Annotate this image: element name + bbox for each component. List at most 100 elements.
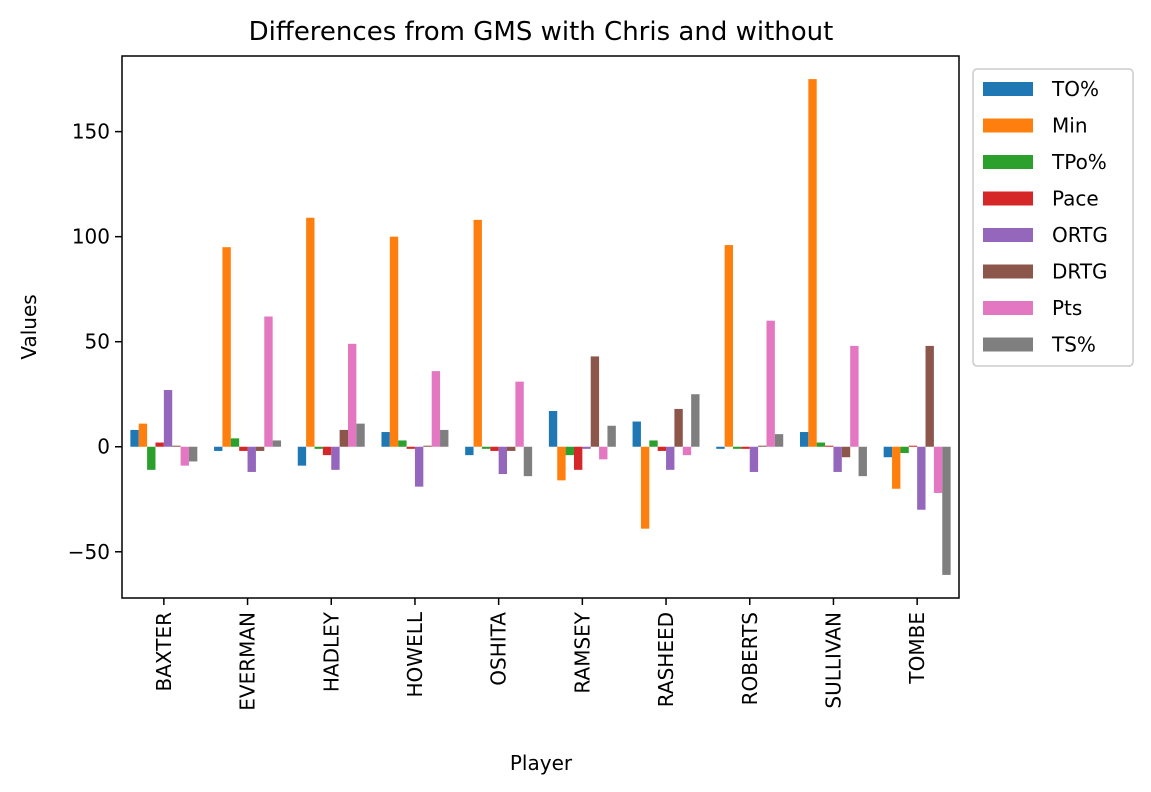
bar-to-pct-ramsey <box>548 411 558 447</box>
bar-ortg-sullivan <box>833 446 842 472</box>
legend-frame <box>972 68 1134 367</box>
bar-pts-sullivan <box>850 345 859 447</box>
x-tick-label-baxter: BAXTER <box>152 612 176 692</box>
bars-group <box>130 79 951 575</box>
bar-pts-roberts <box>766 320 775 447</box>
bar-drtg-oshita <box>507 446 516 451</box>
x-tick-label-ramsey: RAMSEY <box>570 611 594 693</box>
bar-drtg-howell <box>423 445 432 447</box>
bar-drtg-everman <box>255 446 265 451</box>
bar-min-oshita <box>473 219 482 447</box>
bar-pts-tombe <box>933 446 943 493</box>
bar-to-pct-howell <box>381 432 390 447</box>
bar-min-roberts <box>724 245 734 447</box>
bar-pace-tombe <box>908 445 918 447</box>
legend-swatch-min <box>983 118 1033 133</box>
bar-ts-pct-baxter <box>188 446 198 462</box>
bar-ortg-everman <box>247 446 256 472</box>
bar-ts-pct-sullivan <box>858 446 867 477</box>
bar-drtg-tombe <box>925 345 934 447</box>
bar-pace-roberts <box>741 446 750 449</box>
bar-ortg-oshita <box>498 446 508 475</box>
x-tick-label-everman: EVERMAN <box>236 612 260 711</box>
bar-to-pct-everman <box>214 446 223 451</box>
bar-drtg-hadley <box>339 429 348 447</box>
bar-min-howell <box>389 236 399 447</box>
bar-ts-pct-everman <box>272 440 282 447</box>
y-tick-label: 0 <box>97 435 110 459</box>
x-tick-label-sullivan: SULLIVAN <box>822 612 846 709</box>
bar-pts-rasheed <box>682 446 692 456</box>
bar-drtg-rasheed <box>674 408 683 447</box>
bar-min-ramsey <box>557 446 566 481</box>
bar-ts-pct-ramsey <box>607 425 616 447</box>
bar-tpo-pct-hadley <box>314 446 323 449</box>
bar-pts-ramsey <box>599 446 608 460</box>
legend-swatch-ts-pct <box>983 337 1033 352</box>
bar-ortg-ramsey <box>582 446 591 449</box>
bar-ortg-tombe <box>917 446 926 510</box>
bar-min-tombe <box>892 446 901 489</box>
plot-frame <box>121 55 960 599</box>
x-tick-label-hadley: HADLEY <box>319 611 343 692</box>
legend-label: TO% <box>1051 77 1099 101</box>
legend-label: Pts <box>1052 296 1082 320</box>
bar-ts-pct-howell <box>440 429 449 447</box>
legend-label: TPo% <box>1051 150 1107 174</box>
bar-tpo-pct-ramsey <box>565 446 574 456</box>
legend: TO% Min TPo% Pace ORTG DRTG Pts TS% <box>972 68 1134 367</box>
bar-tpo-pct-rasheed <box>649 440 658 447</box>
y-tick-label: 150 <box>72 120 110 144</box>
bar-to-pct-oshita <box>465 446 474 456</box>
bar-min-hadley <box>306 217 315 447</box>
bar-pts-oshita <box>515 381 524 447</box>
x-tick-label-roberts: ROBERTS <box>738 612 762 705</box>
legend-swatch-to-pct <box>983 82 1033 96</box>
legend-swatch-pts <box>983 301 1033 315</box>
bar-ortg-hadley <box>331 446 340 470</box>
bar-pace-baxter <box>155 442 164 447</box>
bar-pace-rasheed <box>657 446 667 451</box>
legend-swatch-pace <box>983 191 1033 206</box>
x-axis: BAXTER EVERMAN HADLEY HOWELL OSHITA RAMSEY RAS… <box>152 598 929 711</box>
x-axis-label: Player <box>510 751 573 775</box>
bar-pace-oshita <box>490 446 499 451</box>
bar-min-rasheed <box>640 446 650 529</box>
bar-pace-everman <box>239 446 248 451</box>
bar-drtg-ramsey <box>590 356 600 447</box>
bar-ortg-baxter <box>163 390 173 447</box>
bar-to-pct-hadley <box>297 446 307 466</box>
bar-drtg-roberts <box>758 445 767 447</box>
bar-ts-pct-tombe <box>942 446 951 575</box>
y-axis: −50 0 50 100 150 <box>68 120 122 564</box>
bar-ortg-rasheed <box>666 446 675 470</box>
bar-pace-sullivan <box>825 445 834 447</box>
legend-label: Pace <box>1052 187 1099 211</box>
y-tick-label: 50 <box>85 330 110 354</box>
legend-label: DRTG <box>1052 260 1108 284</box>
bar-tpo-pct-sullivan <box>816 442 826 447</box>
bar-to-pct-rasheed <box>632 421 641 447</box>
bar-min-baxter <box>138 423 148 447</box>
bar-to-pct-baxter <box>130 429 139 447</box>
x-tick-label-howell: HOWELL <box>403 611 427 697</box>
chart-title: Differences from GMS with Chris and with… <box>249 17 834 47</box>
y-tick-label: 100 <box>72 225 110 249</box>
legend-swatch-drtg <box>983 264 1033 279</box>
bar-drtg-baxter <box>172 445 181 447</box>
x-tick-label-oshita: OSHITA <box>487 612 511 686</box>
bar-drtg-sullivan <box>841 446 851 458</box>
bar-tpo-pct-oshita <box>481 446 491 449</box>
legend-swatch-ortg <box>983 228 1033 242</box>
bar-min-everman <box>222 247 231 447</box>
bar-tpo-pct-everman <box>230 438 240 447</box>
legend-label: Min <box>1052 114 1088 138</box>
bar-pts-everman <box>264 316 273 447</box>
bar-to-pct-roberts <box>716 446 725 449</box>
bar-pace-howell <box>406 446 415 449</box>
bar-pts-baxter <box>180 446 189 466</box>
y-tick-label: −50 <box>68 540 110 564</box>
bar-to-pct-tombe <box>883 446 893 458</box>
bar-ortg-roberts <box>749 446 759 472</box>
